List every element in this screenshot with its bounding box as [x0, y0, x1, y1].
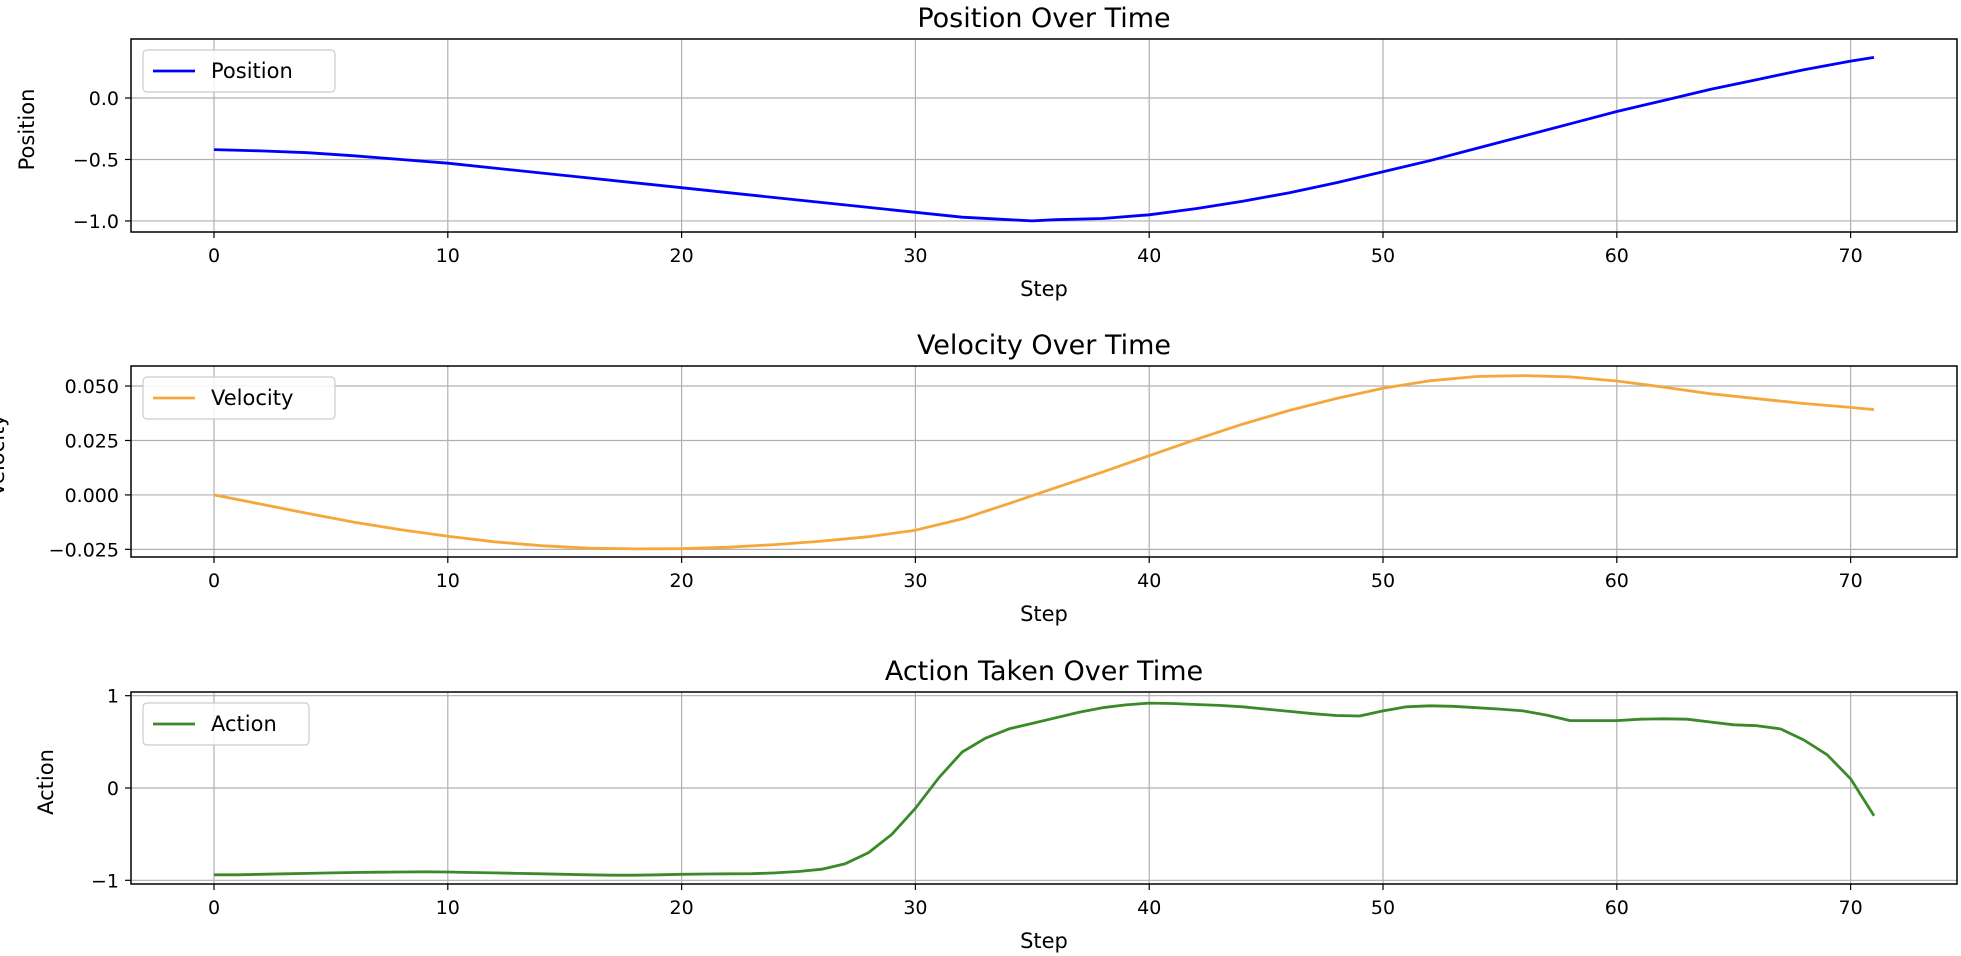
- subplot-1: 0 10 20 30 40 50 60 70 0.0 −0.5 −1.0 Position Over …: [15, 3, 1958, 301]
- x-tick-label: 60: [1605, 897, 1629, 919]
- x-tick-label: 30: [903, 570, 927, 592]
- x-tick-label: 50: [1371, 245, 1395, 267]
- x-tick-label: 60: [1605, 245, 1629, 267]
- series-line-velocity: [213, 374, 1875, 551]
- x-tick-label: 70: [1839, 570, 1863, 592]
- x-tick-label: 40: [1137, 897, 1161, 919]
- x-tick-label: 20: [670, 245, 694, 267]
- x-tick-label: 70: [1839, 245, 1863, 267]
- y-tick-label: 0.0: [89, 88, 119, 110]
- x-tick-label: 10: [436, 245, 460, 267]
- chart-title: Position Over Time: [917, 3, 1170, 34]
- legend: Position: [142, 49, 336, 93]
- x-tick-label: 0: [208, 897, 220, 919]
- y-axis-label: Position: [15, 89, 39, 171]
- x-tick-label: 10: [436, 897, 460, 919]
- chart-title: Action Taken Over Time: [885, 656, 1203, 687]
- legend: Velocity: [142, 376, 336, 420]
- y-tick-label: −0.5: [73, 149, 119, 171]
- legend-label: Position: [211, 59, 293, 83]
- x-tick-label: 40: [1137, 570, 1161, 592]
- y-tick-label: 0.000: [65, 485, 119, 507]
- plot-frame: [130, 38, 1958, 233]
- series-line-position: [213, 56, 1875, 223]
- y-tick-label: 1: [107, 686, 119, 708]
- x-tick-label: 40: [1137, 245, 1161, 267]
- y-tick-label: 0.050: [65, 376, 119, 398]
- y-axis-label: Velocity: [0, 414, 9, 496]
- x-axis-label: Step: [1020, 929, 1068, 953]
- x-tick-label: 60: [1605, 570, 1629, 592]
- x-tick-label: 30: [903, 897, 927, 919]
- y-axis-label: Action: [34, 749, 58, 815]
- legend-box: [142, 49, 336, 93]
- legend-box: [142, 702, 310, 746]
- plot-frame: [130, 365, 1958, 558]
- series-line-action: [214, 701, 1876, 877]
- x-axis-label: Step: [1020, 277, 1068, 301]
- y-tick-label: 0.025: [65, 430, 119, 452]
- x-tick-label: 0: [208, 570, 220, 592]
- x-tick-label: 50: [1371, 570, 1395, 592]
- legend-box: [142, 376, 336, 420]
- y-tick-label: −1: [91, 870, 119, 892]
- x-tick-label: 70: [1839, 897, 1863, 919]
- x-tick-label: 50: [1371, 897, 1395, 919]
- subplot-2: 0 10 20 30 40 50 60 70 0.050 0.025 0.000 −0.025 Velo…: [0, 330, 1958, 626]
- x-axis-label: Step: [1020, 602, 1068, 626]
- y-tick-label: −0.025: [49, 539, 119, 561]
- legend-label: Velocity: [211, 386, 293, 410]
- y-tick-label: −1.0: [73, 211, 119, 233]
- x-tick-label: 0: [208, 245, 220, 267]
- x-tick-label: 30: [903, 245, 927, 267]
- chart-title: Velocity Over Time: [917, 330, 1171, 361]
- x-tick-label: 20: [670, 897, 694, 919]
- y-tick-label: 0: [107, 778, 119, 800]
- legend: Action: [142, 702, 310, 746]
- x-tick-label: 20: [670, 570, 694, 592]
- x-tick-label: 10: [436, 570, 460, 592]
- legend-label: Action: [211, 712, 277, 736]
